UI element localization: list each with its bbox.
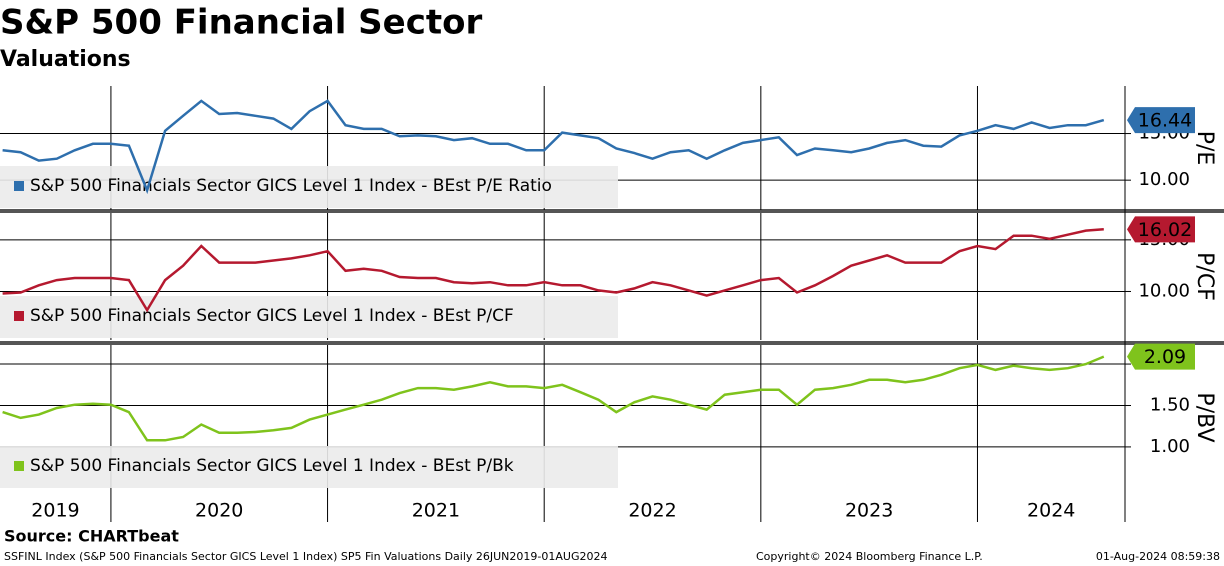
series-line [2, 228, 1104, 313]
legend-label: S&P 500 Financials Sector GICS Level 1 I… [30, 456, 514, 476]
source: Source: CHARTbeat [4, 527, 179, 546]
legend-box [0, 446, 618, 488]
last-value-label: 16.44 [1138, 110, 1192, 132]
x-tick-label: 2019 [31, 500, 79, 522]
series-line [2, 99, 1105, 195]
y-axis-label: P/BV [1192, 392, 1217, 442]
x-tick-label: 2021 [412, 500, 460, 522]
chart-subtitle: Valuations [0, 47, 131, 72]
last-value-tag [1127, 107, 1195, 134]
copyright: Copyright© 2024 Bloomberg Finance L.P. [756, 550, 983, 563]
last-value-tag [1127, 216, 1195, 243]
chart-title: S&P 500 Financial Sector [0, 3, 482, 43]
series-line [2, 355, 1105, 442]
y-tick-label: 1.50 [1150, 394, 1190, 415]
last-value-label: 16.02 [1138, 219, 1192, 241]
legend-swatch [14, 311, 24, 321]
legend-box [0, 166, 618, 208]
x-tick-label: 2024 [1027, 500, 1075, 522]
y-axis-label: P/CF [1192, 252, 1217, 301]
x-tick-label: 2023 [845, 500, 893, 522]
x-tick-label: 2020 [195, 500, 243, 522]
footer-description: SSFINL Index (S&P 500 Financials Sector … [4, 550, 607, 563]
y-axis-label: P/E [1192, 131, 1217, 166]
y-tick-label: 10.00 [1138, 280, 1190, 301]
legend-swatch [14, 461, 24, 471]
y-tick-label: 1.00 [1150, 436, 1190, 457]
legend-box [0, 296, 618, 338]
y-tick-label: 10.00 [1138, 169, 1190, 190]
last-value-tag [1127, 343, 1195, 370]
legend-label: S&P 500 Financials Sector GICS Level 1 I… [30, 306, 514, 326]
legend-swatch [14, 181, 24, 191]
last-value-label: 2.09 [1144, 346, 1186, 368]
timestamp: 01-Aug-2024 08:59:38 [1096, 550, 1220, 563]
legend-label: S&P 500 Financials Sector GICS Level 1 I… [30, 176, 552, 196]
x-tick-label: 2022 [628, 500, 676, 522]
